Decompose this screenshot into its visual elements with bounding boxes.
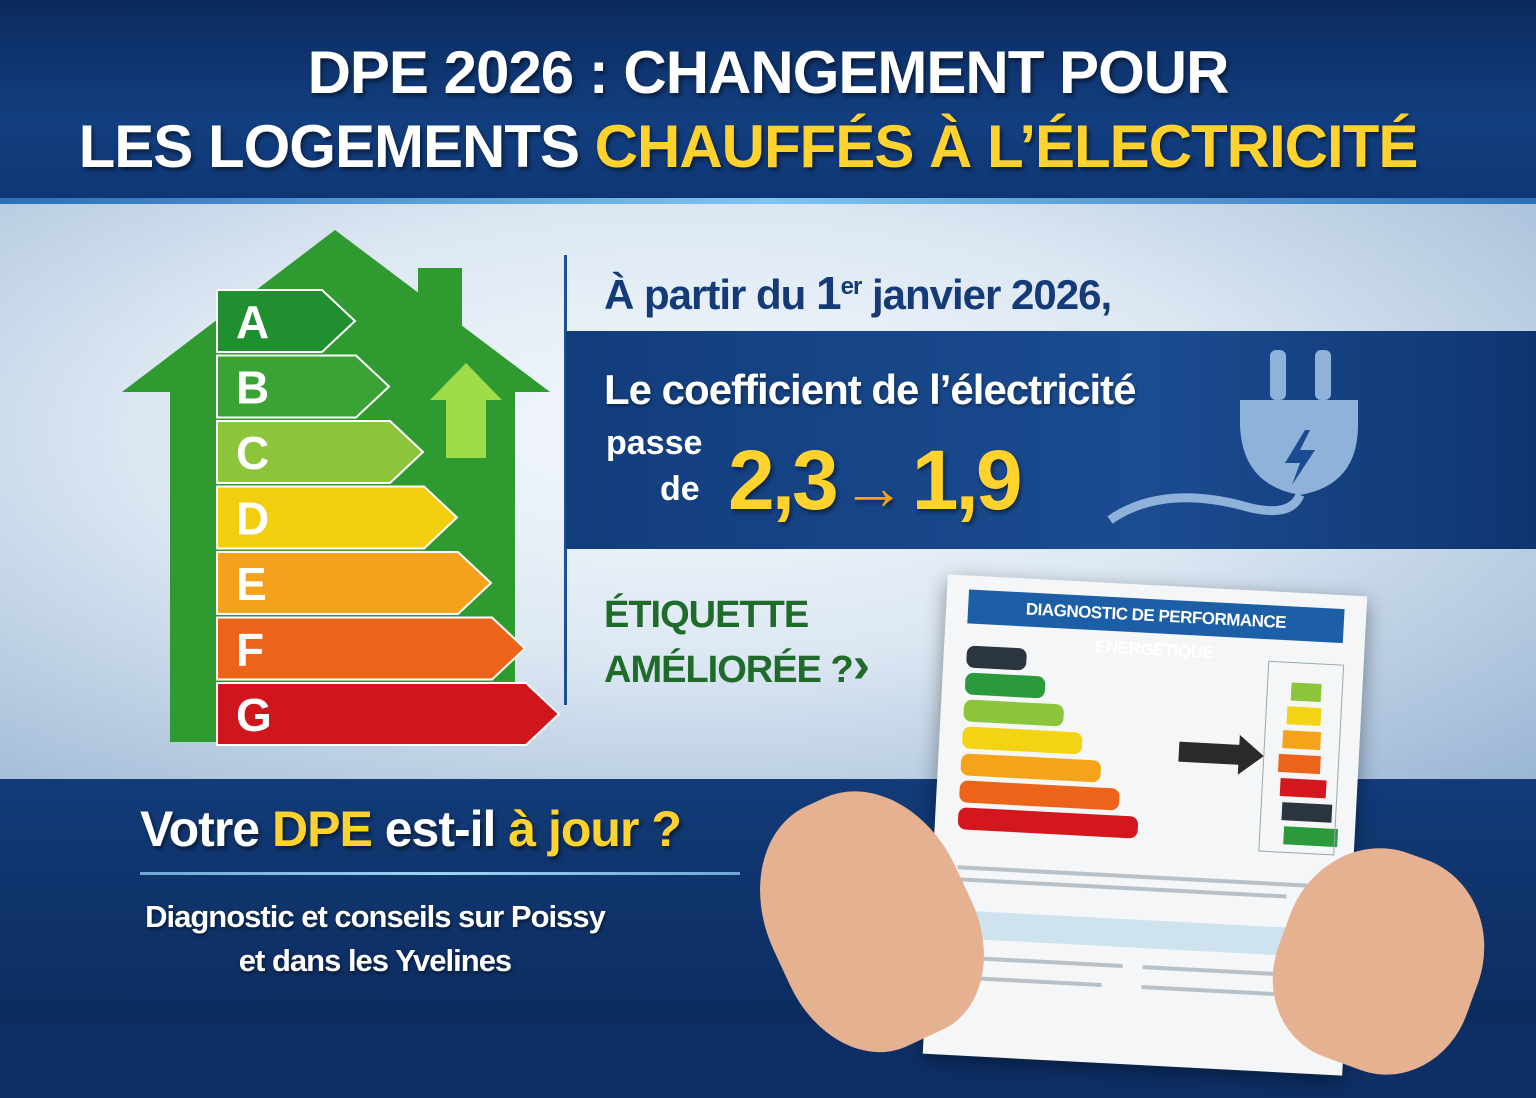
energy-bar-e bbox=[216, 551, 493, 615]
title-white-part: LES LOGEMENTS bbox=[78, 113, 595, 180]
new-value: 1,9 bbox=[911, 433, 1023, 527]
coefficient-band bbox=[566, 331, 1536, 549]
old-value: 2,3 bbox=[728, 433, 839, 527]
date-sup: er bbox=[840, 273, 863, 300]
chevron-right-icon: › bbox=[852, 636, 870, 694]
document-bar bbox=[960, 753, 1101, 783]
vertical-divider bbox=[564, 255, 567, 705]
date-day: 1 bbox=[816, 267, 842, 319]
title-line-2: LES LOGEMENTS CHAUFFÉS À L’ÉLECTRICITÉ bbox=[0, 112, 1516, 181]
document-bar bbox=[962, 726, 1083, 755]
energy-letter: D bbox=[236, 493, 269, 545]
energy-bar-f bbox=[216, 616, 527, 681]
energy-bar-a bbox=[216, 289, 357, 353]
document-bar bbox=[963, 699, 1064, 727]
document-bar bbox=[966, 645, 1027, 671]
energy-bar-d bbox=[216, 485, 459, 550]
energy-bar-b bbox=[216, 354, 391, 419]
etiquette-question: ÉTIQUETTE AMÉLIORÉE ?› bbox=[604, 590, 870, 695]
document-title: DIAGNOSTIC DE PERFORMANCE ÉNERGÉTIQUE bbox=[967, 589, 1345, 662]
document-bar bbox=[957, 807, 1139, 839]
dpe-document: DIAGNOSTIC DE PERFORMANCE ÉNERGÉTIQUE bbox=[922, 574, 1368, 1076]
document-side-bar bbox=[1279, 778, 1327, 799]
arrow-right-icon: → bbox=[841, 451, 906, 523]
title-line-1: DPE 2026 : CHANGEMENT POUR bbox=[307, 39, 1230, 106]
document-side-bar bbox=[1286, 706, 1322, 727]
energy-letter: G bbox=[236, 689, 272, 741]
document-side-bar bbox=[1283, 826, 1339, 848]
date-prefix: À partir du bbox=[604, 271, 817, 318]
passe-text: passe bbox=[606, 424, 703, 462]
sub-line-1: Diagnostic et conseils sur Poissy bbox=[145, 899, 606, 934]
energy-letter: C bbox=[236, 427, 269, 479]
energy-letter: E bbox=[236, 558, 267, 610]
chimney bbox=[418, 268, 462, 348]
q-part-1: Votre bbox=[140, 801, 272, 857]
document-side-bar bbox=[1290, 682, 1322, 703]
energy-bar-g bbox=[216, 682, 561, 746]
energy-letter: F bbox=[236, 624, 264, 676]
sub-line-2: et dans les Yvelines bbox=[238, 943, 512, 978]
date-text: À partir du 1er janvier 2026, bbox=[604, 266, 1112, 320]
document-side-box bbox=[1258, 660, 1345, 856]
document-chart bbox=[951, 645, 1345, 997]
document-side-bar bbox=[1277, 753, 1321, 775]
q-part-3: à jour ? bbox=[508, 801, 682, 857]
document-bar bbox=[959, 780, 1120, 811]
footer-divider bbox=[140, 872, 740, 875]
header-band bbox=[0, 0, 1536, 200]
etiquette-line-2: AMÉLIORÉE ? bbox=[604, 649, 854, 691]
energy-bar-c bbox=[216, 420, 425, 484]
etiquette-line-1: ÉTIQUETTE bbox=[604, 594, 809, 636]
document-side-bar bbox=[1281, 802, 1333, 823]
q-dpe: DPE bbox=[272, 801, 373, 857]
arrow-up-icon bbox=[430, 363, 502, 458]
energy-letter: A bbox=[236, 296, 269, 348]
divider bbox=[0, 198, 1536, 204]
document-bar bbox=[964, 672, 1046, 699]
coefficient-values: 2,3→1,9 bbox=[728, 432, 1023, 529]
footer-subtitle: Diagnostic et conseils sur Poissy et dans… bbox=[120, 895, 630, 983]
document-arrow-icon bbox=[1178, 734, 1264, 775]
footer-question: Votre DPE est-il à jour ? bbox=[140, 800, 682, 858]
coefficient-label: Le coefficient de l’électricité bbox=[604, 366, 1137, 413]
de-text: de bbox=[660, 470, 700, 508]
q-part-2: est-il bbox=[371, 801, 509, 857]
electric-plug-icon bbox=[1107, 350, 1358, 524]
energy-letter: B bbox=[236, 362, 269, 414]
document-side-bar bbox=[1282, 730, 1322, 751]
date-rest: janvier 2026, bbox=[861, 271, 1112, 318]
title-highlight: CHAUFFÉS À L’ÉLECTRICITÉ bbox=[594, 113, 1419, 180]
